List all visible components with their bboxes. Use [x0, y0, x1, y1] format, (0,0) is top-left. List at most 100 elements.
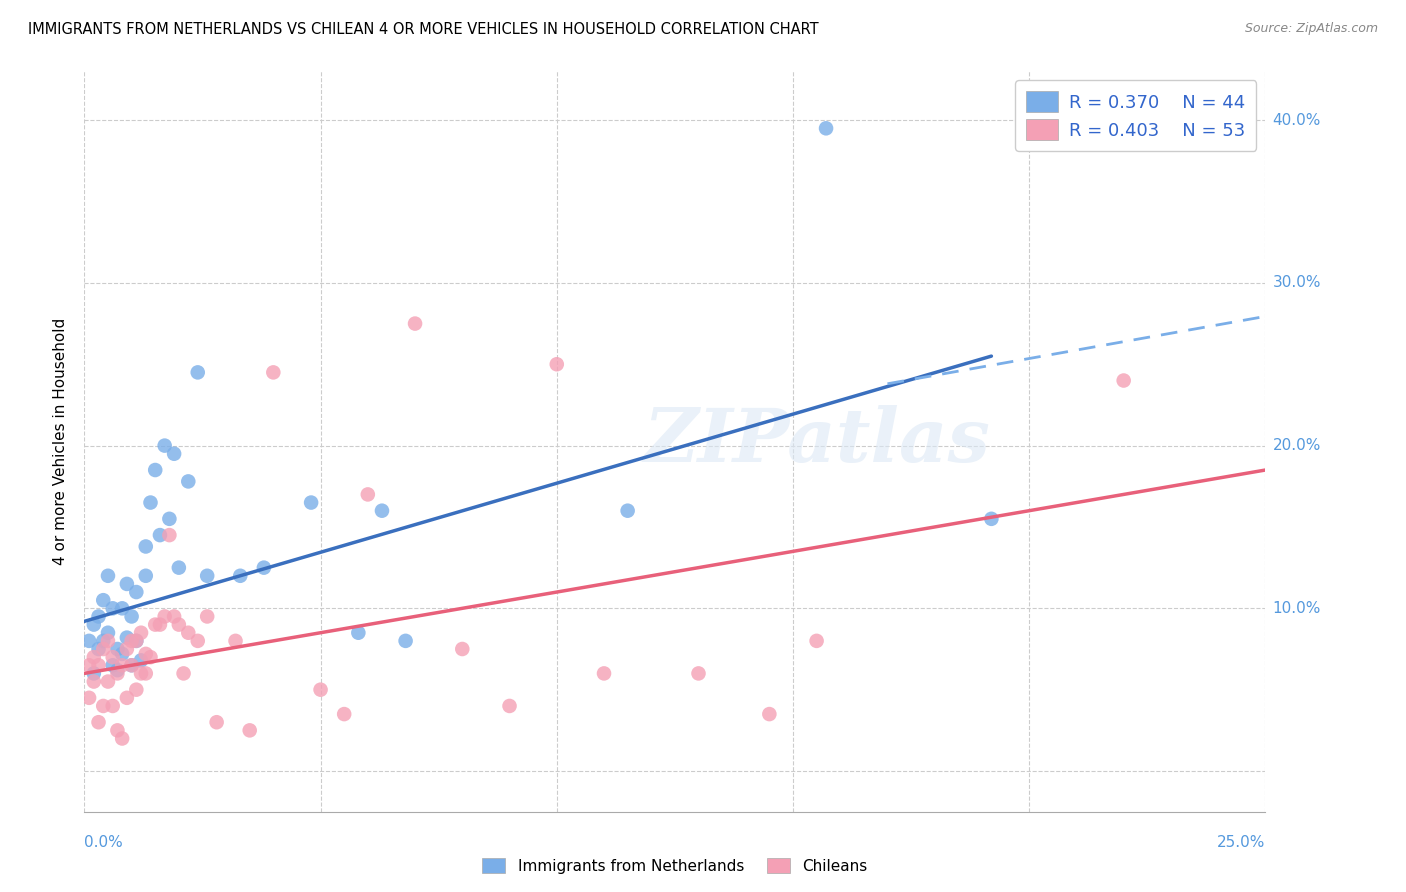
Point [135, 647, 157, 661]
Point [195, 609, 218, 624]
Y-axis label: 4 or more Vehicles in Household: 4 or more Vehicles in Household [53, 318, 69, 566]
Point [111, 647, 134, 661]
Point [129, 653, 152, 667]
Point [371, 504, 394, 518]
Point [262, 365, 284, 379]
Point [157, 512, 180, 526]
Point [195, 568, 218, 582]
Point [101, 658, 124, 673]
Point [173, 666, 195, 681]
Point [83, 650, 105, 665]
Point [187, 633, 209, 648]
Point [253, 560, 276, 574]
Point [87, 609, 110, 624]
Point [107, 663, 129, 677]
Point [139, 650, 162, 665]
Point [149, 528, 172, 542]
Point [129, 625, 152, 640]
Point [498, 698, 520, 713]
Point [758, 707, 780, 722]
Point [299, 495, 322, 509]
Point [83, 666, 105, 681]
Point [187, 365, 209, 379]
Point [205, 715, 228, 730]
Point [107, 723, 129, 738]
Point [167, 617, 190, 632]
Point [77, 658, 100, 673]
Point [97, 633, 120, 648]
Point [451, 642, 474, 657]
Point [115, 642, 138, 657]
Point [163, 609, 186, 624]
Point [157, 528, 180, 542]
Point [101, 650, 124, 665]
Point [87, 715, 110, 730]
Point [101, 601, 124, 615]
Point [309, 682, 332, 697]
Legend: R = 0.370    N = 44, R = 0.403    N = 53: R = 0.370 N = 44, R = 0.403 N = 53 [1015, 80, 1257, 151]
Point [91, 642, 114, 657]
Point [125, 633, 148, 648]
Point [177, 625, 200, 640]
Point [101, 698, 124, 713]
Text: 40.0%: 40.0% [1272, 112, 1320, 128]
Point [115, 690, 138, 705]
Point [546, 357, 568, 371]
Point [97, 674, 120, 689]
Point [143, 617, 166, 632]
Point [225, 633, 247, 648]
Point [394, 633, 416, 648]
Point [177, 475, 200, 489]
Point [83, 617, 105, 632]
Point [815, 121, 838, 136]
Point [229, 568, 252, 582]
Point [83, 674, 105, 689]
Point [87, 658, 110, 673]
Point [616, 504, 638, 518]
Point [91, 593, 114, 607]
Text: IMMIGRANTS FROM NETHERLANDS VS CHILEAN 4 OR MORE VEHICLES IN HOUSEHOLD CORRELATI: IMMIGRANTS FROM NETHERLANDS VS CHILEAN 4… [28, 22, 818, 37]
Point [121, 658, 143, 673]
Point [97, 625, 120, 640]
Point [87, 642, 110, 657]
Point [149, 617, 172, 632]
Point [153, 609, 176, 624]
Point [111, 658, 134, 673]
Point [167, 560, 190, 574]
Text: ZIPatlas: ZIPatlas [643, 405, 990, 478]
Point [129, 666, 152, 681]
Text: 25.0%: 25.0% [1218, 836, 1265, 850]
Point [77, 690, 100, 705]
Legend: Immigrants from Netherlands, Chileans: Immigrants from Netherlands, Chileans [477, 852, 873, 880]
Point [593, 666, 616, 681]
Point [135, 568, 157, 582]
Point [121, 633, 143, 648]
Point [143, 463, 166, 477]
Point [135, 666, 157, 681]
Point [980, 512, 1002, 526]
Point [347, 625, 370, 640]
Point [115, 577, 138, 591]
Point [125, 585, 148, 599]
Point [688, 666, 710, 681]
Point [153, 439, 176, 453]
Point [125, 633, 148, 648]
Point [1112, 374, 1135, 388]
Point [806, 633, 828, 648]
Point [107, 642, 129, 657]
Text: 30.0%: 30.0% [1272, 276, 1320, 291]
Point [111, 731, 134, 746]
Point [121, 609, 143, 624]
Point [163, 447, 186, 461]
Text: 0.0%: 0.0% [84, 836, 124, 850]
Point [121, 658, 143, 673]
Point [404, 317, 426, 331]
Point [111, 601, 134, 615]
Point [77, 633, 100, 648]
Point [91, 698, 114, 713]
Point [115, 631, 138, 645]
Text: Source: ZipAtlas.com: Source: ZipAtlas.com [1244, 22, 1378, 36]
Point [97, 568, 120, 582]
Point [125, 682, 148, 697]
Text: 10.0%: 10.0% [1272, 601, 1320, 615]
